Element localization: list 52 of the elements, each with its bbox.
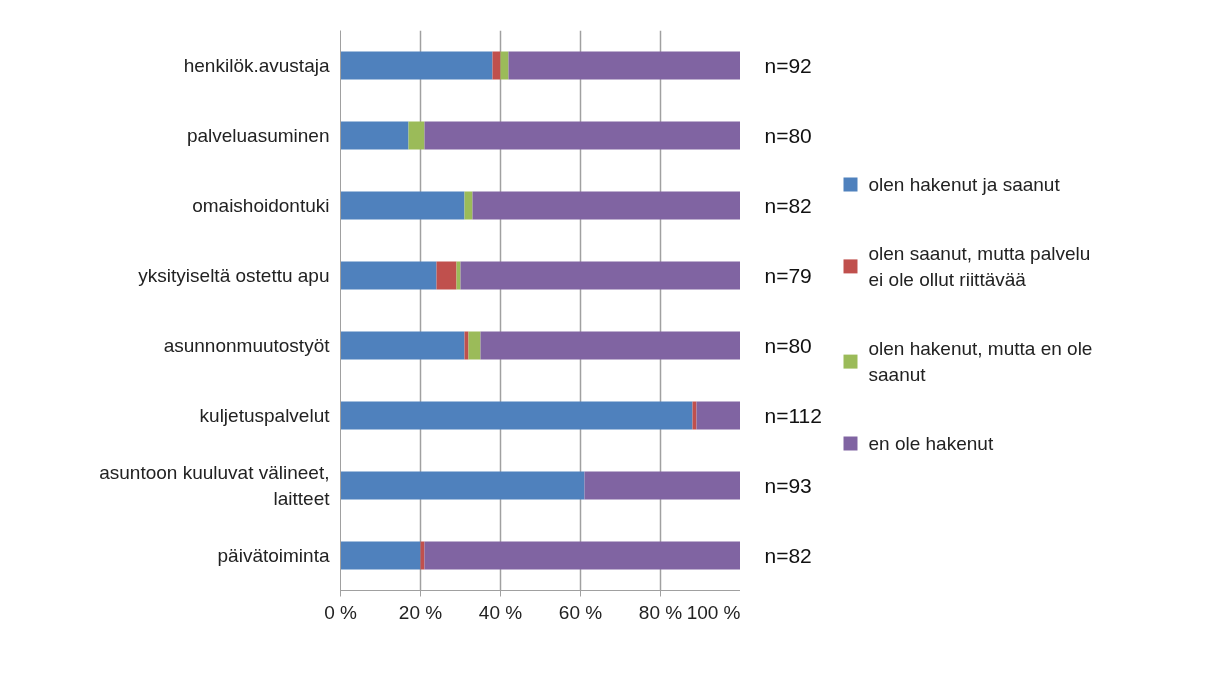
bar xyxy=(420,541,425,570)
bar xyxy=(408,121,425,150)
y-tick-label: yksityiseltä ostettu apu xyxy=(138,265,330,286)
bar xyxy=(692,401,697,430)
bar xyxy=(340,401,693,430)
x-tick-label: 20 % xyxy=(398,601,443,623)
text: n=92 xyxy=(764,54,812,77)
x-tick-label: 80 % xyxy=(638,601,683,623)
bar xyxy=(456,261,461,290)
y-tick-label: kuljetuspalvelut xyxy=(199,405,331,426)
bar xyxy=(340,261,437,290)
text: n=80 xyxy=(764,334,812,357)
bar xyxy=(696,401,740,430)
bar xyxy=(464,191,473,220)
x-tick-label: 60 % xyxy=(558,601,603,623)
text: n=80 xyxy=(764,124,812,147)
y-tick-label: asunnonmuutostyöt xyxy=(163,335,331,356)
bar xyxy=(436,261,457,290)
y-tick-label: omaishoidontuki xyxy=(192,195,330,216)
legend-label: olen hakenut ja saanut xyxy=(868,174,1061,195)
bar xyxy=(340,191,465,220)
bar xyxy=(468,331,481,360)
y-tick-label: henkilök.avustaja xyxy=(183,55,330,76)
x-tick-label: 40 % xyxy=(478,601,523,623)
bar xyxy=(340,51,493,80)
bar xyxy=(500,51,509,80)
bar xyxy=(584,471,740,500)
bar xyxy=(464,331,469,360)
y-tick-label: palveluasuminen xyxy=(186,125,330,146)
bar xyxy=(340,121,409,150)
text: n=79 xyxy=(764,264,812,287)
bar xyxy=(460,261,740,290)
bar xyxy=(424,541,740,570)
bar xyxy=(340,541,421,570)
bar xyxy=(508,51,740,80)
legend-label: olen saanut, mutta palvelu ei ole ollut riittävää xyxy=(868,242,1091,291)
bar xyxy=(340,331,465,360)
y-tick-label: päivätoiminta xyxy=(217,545,330,566)
x-tick-label: 100 % xyxy=(686,601,741,623)
bar xyxy=(424,121,740,150)
text: n=82 xyxy=(764,544,812,567)
legend-label: en ole hakenut xyxy=(868,433,994,454)
legend-label: olen hakenut, mutta en ole saanut xyxy=(868,337,1093,386)
text: n=82 xyxy=(764,194,812,217)
bar xyxy=(480,331,740,360)
text: n=112 xyxy=(764,404,822,427)
x-tick-label: 0 % xyxy=(324,601,357,623)
y-tick-label: asuntoon kuuluvat välineet, laitteet xyxy=(99,462,331,509)
bar xyxy=(492,51,501,80)
text: n=93 xyxy=(764,474,812,497)
bar xyxy=(340,471,585,500)
bar xyxy=(472,191,740,220)
